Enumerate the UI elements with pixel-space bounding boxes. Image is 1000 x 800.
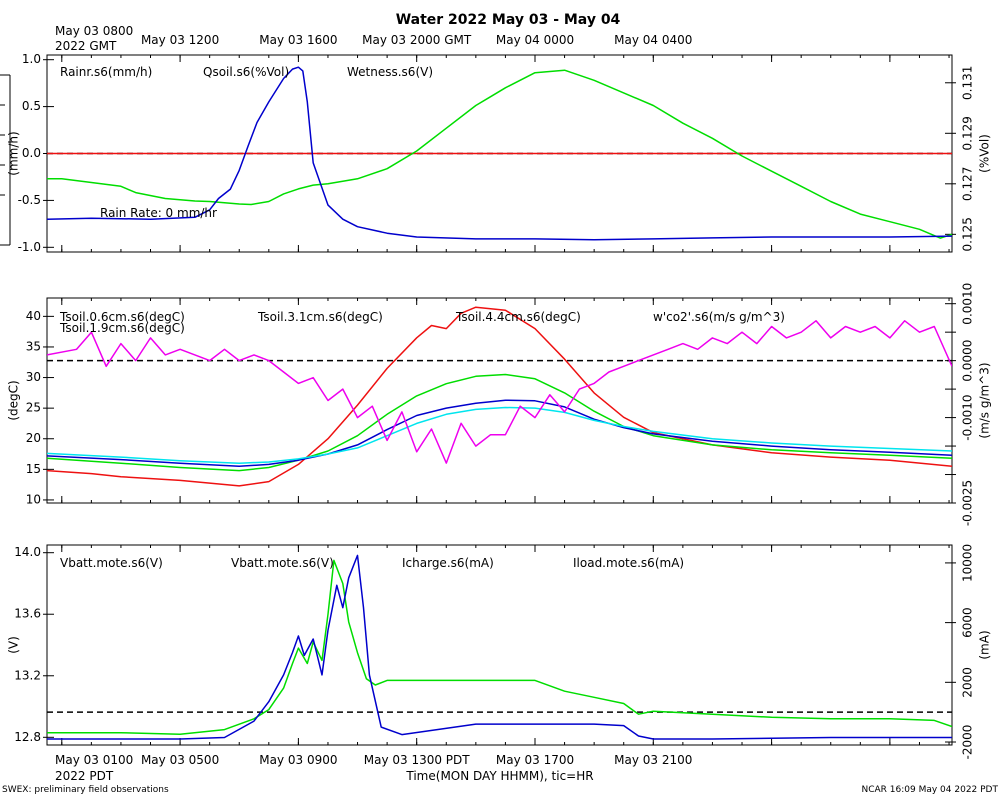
bottom-time-zone: 2022 PDT — [55, 769, 114, 783]
y-right-axis-label: (%Vol) — [978, 134, 992, 173]
panel-2: May 03 0500 May 03 0900 May 03 1300 PDT May… — [7, 544, 992, 767]
y-right-tick-label: 2000 — [961, 667, 975, 698]
legend-label-blue: Icharge.s6(mA) — [402, 556, 494, 570]
legend-label-red: Rainr.s6(mm/h) — [60, 65, 152, 79]
y-left-axis-label: (degC) — [7, 380, 21, 420]
series-line-magenta — [47, 320, 952, 464]
top-time-start: May 03 0800 — [55, 24, 133, 38]
y-left-tick-label: 15 — [26, 462, 41, 476]
legend-label-green: Vbatt.mote.s6(V) — [231, 556, 334, 570]
series-group — [47, 66, 952, 241]
y-left-tick-label: 35 — [26, 339, 41, 353]
y-left-tick-label: 30 — [26, 370, 41, 384]
series-line-green — [47, 373, 952, 472]
series-line-cyan — [47, 406, 952, 464]
rain-rate-annotation: Rain Rate: 0 mm/hr — [100, 206, 217, 220]
legend-label-blue: Wetness.s6(V) — [347, 65, 433, 79]
legend-label-red: Tsoil.0.6cm.s6(degC) — [59, 310, 185, 324]
left-edge-ticks — [0, 74, 11, 246]
bottom-tick-label: May 03 0900 — [259, 753, 337, 767]
y-left-tick-label: 0.5 — [22, 99, 41, 113]
bottom-tick-label: May 03 2100 — [614, 753, 692, 767]
bottom-time-start: May 03 0100 — [55, 753, 133, 767]
y-left-tick-label: 20 — [26, 431, 41, 445]
y-left-tick-label: 0.0 — [22, 146, 41, 160]
y-right-tick-label: -0.0025 — [961, 480, 975, 526]
panel-frame — [46, 544, 953, 746]
y-right-tick-label: 0.0000 — [961, 340, 975, 382]
y-right-axis-label: (mA) — [978, 630, 992, 659]
panel-frame — [46, 297, 953, 504]
legend-label-cyan: Tsoil.4.4cm.s6(degC) — [455, 310, 581, 324]
y-right-tick-label: 0.125 — [961, 217, 975, 251]
panel-0: May 03 1200 May 03 1600 May 03 2000 GMT May… — [7, 33, 992, 254]
chart-panels: May 03 1200 May 03 1600 May 03 2000 GMT May… — [7, 33, 992, 767]
legend-label-cyan: Iload.mote.s6(mA) — [573, 556, 684, 570]
legend-label-red: Vbatt.mote.s6(V) — [60, 556, 163, 570]
y-left-tick-label: -0.5 — [18, 193, 41, 207]
y-right-axis-label: (m/s g/m^3) — [978, 362, 992, 438]
y-left-tick-label: 13.2 — [14, 668, 41, 682]
chart-title: Water 2022 May 03 - May 04 — [396, 12, 621, 28]
top-tick-label: May 03 2000 GMT — [362, 33, 472, 47]
y-left-axis-label: (mm/h) — [7, 131, 21, 175]
y-left-axis-label: (V) — [7, 636, 21, 654]
top-time-zone: 2022 GMT — [55, 39, 117, 53]
y-right-tick-label: 0.129 — [961, 116, 975, 150]
y-right-tick-label: 0.127 — [961, 167, 975, 201]
top-tick-label: May 03 1200 — [141, 33, 219, 47]
bottom-axis-label: Time(MON DAY HHMM), tic=HR — [405, 769, 593, 783]
panel-1: 10 15 20 25 30 35 40 (degC) -0.0025 -0.0010 0.0000… — [7, 283, 992, 526]
y-left-tick-label: 10 — [26, 492, 41, 506]
y-left-tick-label: 25 — [26, 401, 41, 415]
series-line-green — [47, 559, 952, 735]
series-group — [47, 306, 952, 487]
legend-label-green: Qsoil.s6(%Vol) — [203, 65, 289, 79]
y-right-tick-label: 6000 — [961, 607, 975, 638]
y-left-tick-label: 1.0 — [22, 52, 41, 66]
y-right-tick-label: -0.0010 — [961, 394, 975, 440]
legend-label-blue: Tsoil.3.1cm.s6(degC) — [257, 310, 383, 324]
bottom-tick-label: May 03 1700 — [496, 753, 574, 767]
series-group — [47, 554, 952, 740]
bottom-tick-label: May 03 1300 PDT — [364, 753, 471, 767]
footer-right: NCAR 16:09 May 04 2022 PDT — [862, 785, 999, 795]
series-line-blue — [47, 66, 952, 241]
legend-label-magenta: w'co2'.s6(m/s g/m^3) — [653, 310, 785, 324]
bottom-tick-label: May 03 0500 — [141, 753, 219, 767]
series-line-green — [47, 69, 952, 239]
y-left-tick-label: 12.8 — [14, 730, 41, 744]
series-line-blue — [47, 399, 952, 468]
y-right-tick-label: 10000 — [961, 544, 975, 582]
y-left-tick-label: -1.0 — [18, 240, 41, 254]
y-left-tick-label: 14.0 — [14, 545, 41, 559]
legend-label-green: Tsoil.1.9cm.s6(degC) — [59, 321, 185, 335]
top-tick-label: May 04 0000 — [496, 33, 574, 47]
footer-left: SWEX: preliminary field observations — [2, 785, 169, 795]
top-tick-label: May 03 1600 — [259, 33, 337, 47]
y-right-tick-label: 0.131 — [961, 66, 975, 100]
top-tick-label: May 04 0400 — [614, 33, 692, 47]
series-line-blue — [47, 554, 952, 740]
y-left-tick-label: 13.6 — [14, 607, 41, 621]
y-right-tick-label: 0.0010 — [961, 283, 975, 325]
y-left-tick-label: 40 — [26, 309, 41, 323]
y-right-tick-label: -2000 — [961, 725, 975, 760]
